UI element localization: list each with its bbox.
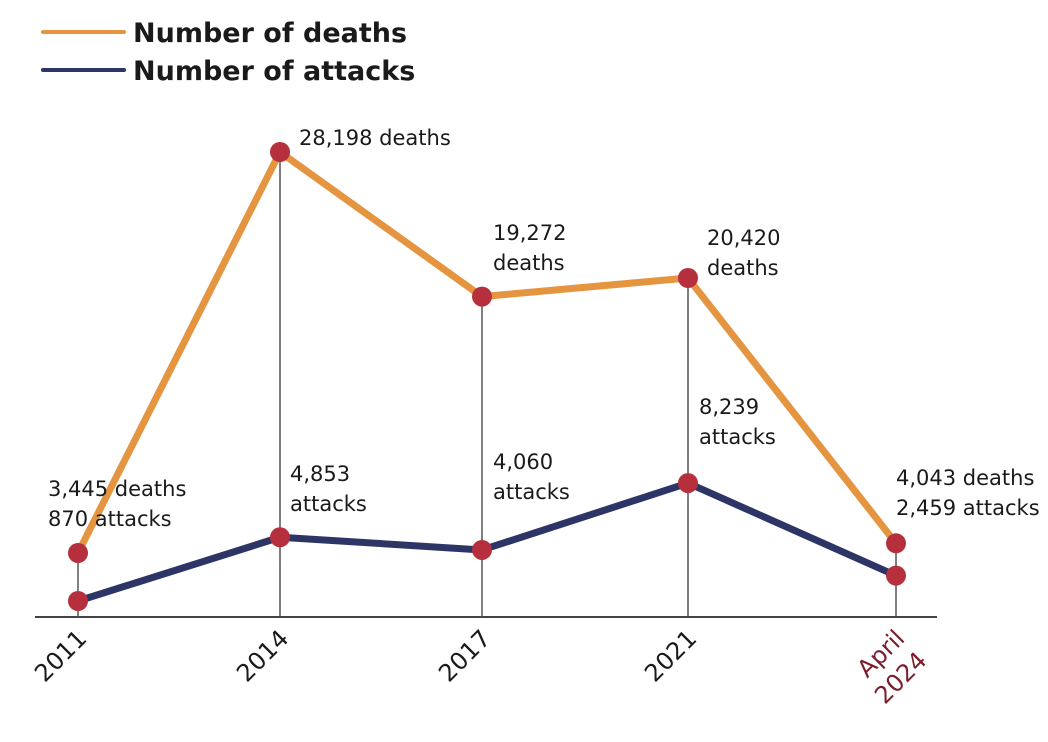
legend-label-attacks: Number of attacks — [133, 56, 415, 87]
data-label: 8,239 — [699, 395, 759, 419]
series-line-deaths — [74, 148, 899, 555]
data-point-attacks — [472, 539, 492, 560]
data-label: 28,198 deaths — [299, 126, 451, 150]
data-label: 20,420 — [707, 226, 780, 250]
data-label: 4,043 deaths — [896, 466, 1034, 490]
data-point-attacks — [68, 591, 88, 611]
data-label: deaths — [493, 251, 565, 275]
data-label: attacks — [699, 425, 776, 449]
data-label: 4,853 — [290, 462, 350, 486]
data-point-deaths — [472, 286, 492, 307]
data-label: 3,445 deaths — [48, 477, 186, 501]
legend: Number of deaths Number of attacks — [41, 18, 415, 87]
data-point-attacks — [886, 565, 906, 586]
data-point-deaths — [886, 533, 906, 554]
legend-label-deaths: Number of deaths — [133, 18, 407, 49]
x-tick-label: 2011 — [29, 624, 92, 687]
x-tick-label: 2021 — [639, 624, 702, 687]
data-label: attacks — [290, 492, 367, 516]
data-label: attacks — [493, 480, 570, 504]
data-point-deaths — [678, 268, 698, 289]
x-tick-label: 2014 — [231, 624, 294, 687]
data-label: 870 attacks — [48, 507, 172, 531]
data-point-attacks — [678, 473, 698, 494]
data-label: deaths — [707, 256, 779, 280]
data-point-deaths — [68, 543, 88, 563]
data-label: 19,272 — [493, 221, 566, 245]
data-label: 2,459 attacks — [896, 496, 1040, 520]
x-tick-label: 2017 — [433, 624, 496, 687]
data-label: 4,060 — [493, 450, 553, 474]
data-point-deaths — [270, 142, 290, 163]
data-point-attacks — [270, 527, 290, 548]
